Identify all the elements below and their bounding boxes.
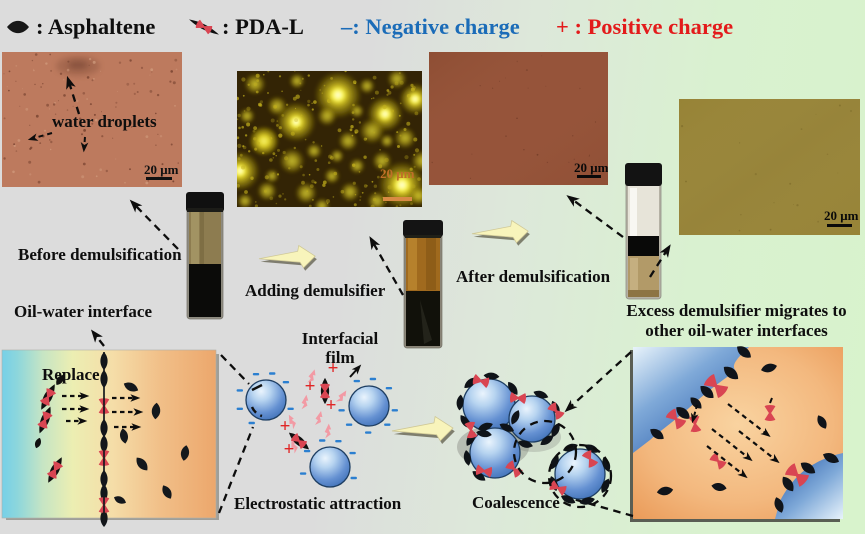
- svg-text:+: +: [328, 358, 339, 379]
- svg-text:20 μm: 20 μm: [574, 160, 608, 175]
- svg-text:+: +: [284, 439, 295, 460]
- svg-text:20 μm: 20 μm: [380, 166, 415, 181]
- svg-text:20 μm: 20 μm: [144, 162, 179, 177]
- svg-text:20 μm: 20 μm: [824, 208, 859, 223]
- svg-text:+: +: [326, 395, 337, 416]
- svg-text:+: +: [305, 376, 316, 397]
- svg-text:+: +: [280, 416, 291, 437]
